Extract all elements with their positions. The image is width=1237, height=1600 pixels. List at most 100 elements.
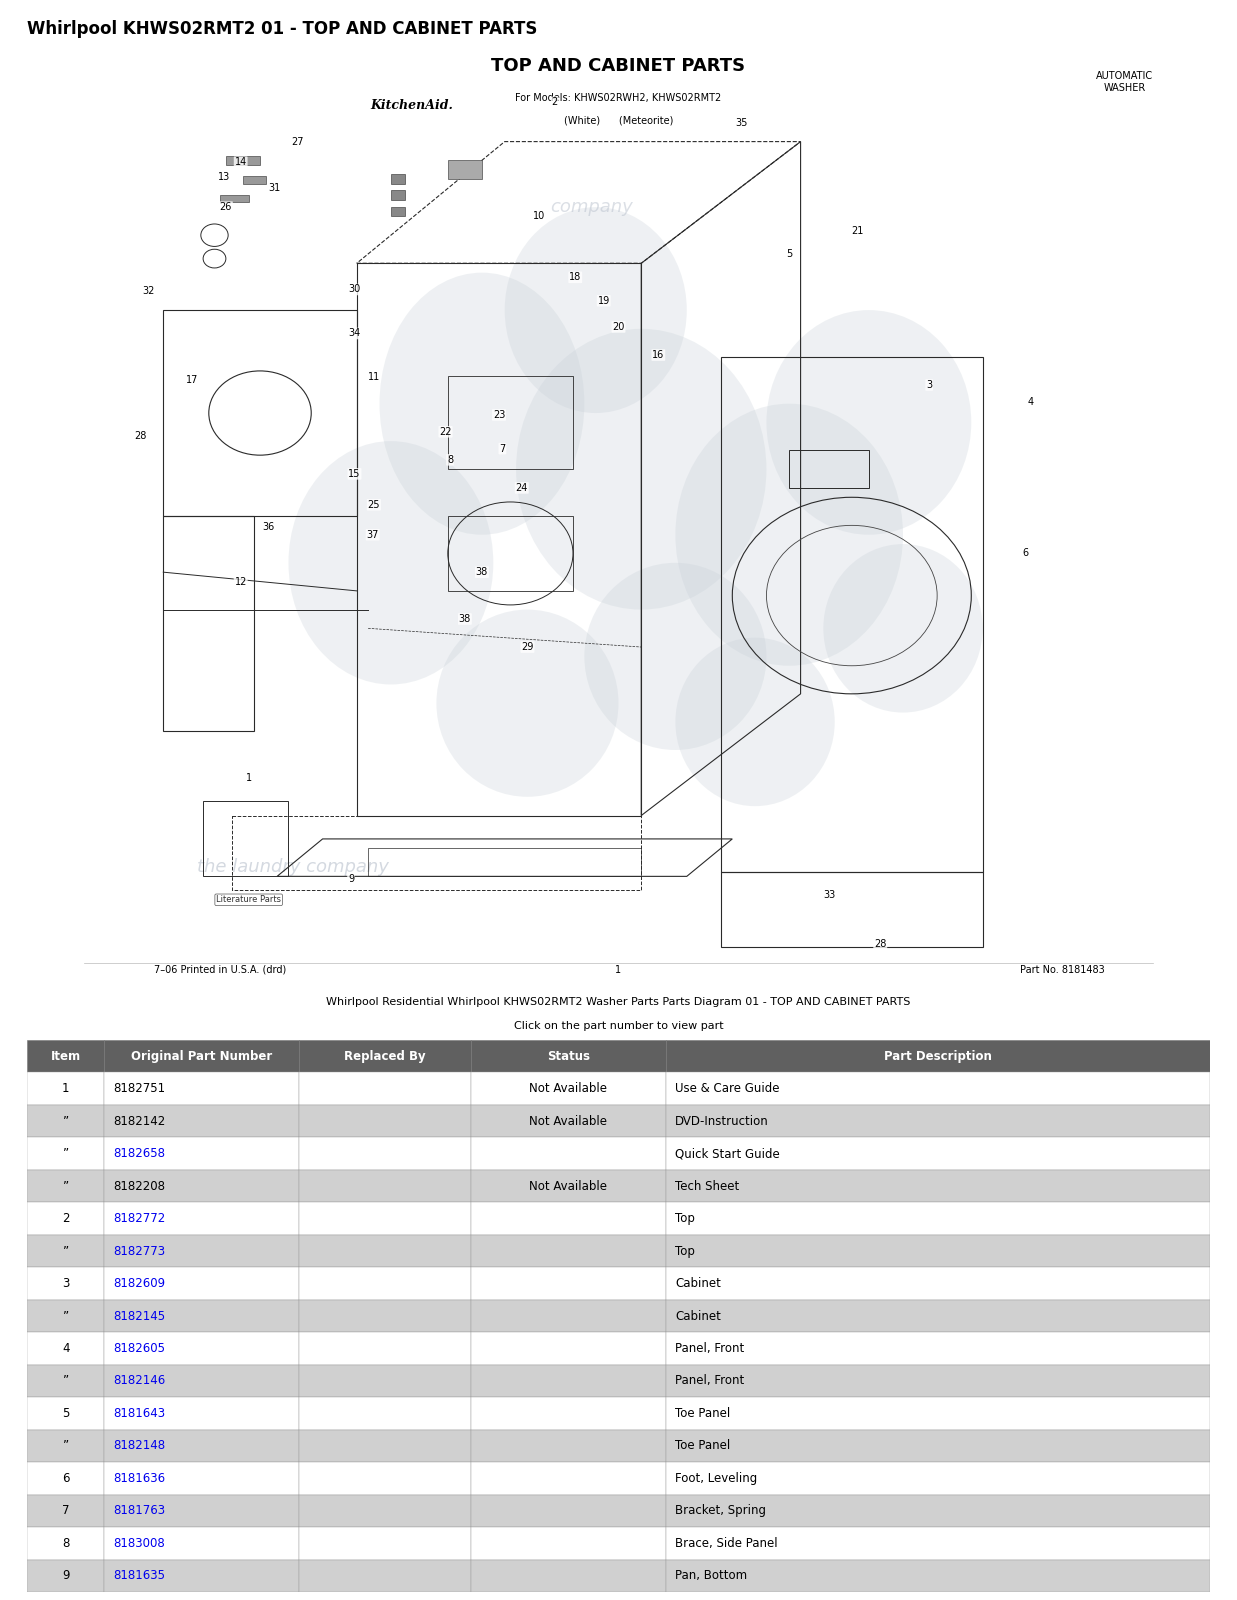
Bar <box>299 1299 470 1333</box>
Bar <box>666 1235 1210 1267</box>
Bar <box>104 1526 299 1560</box>
Bar <box>104 1560 299 1592</box>
Text: Not Available: Not Available <box>529 1179 607 1192</box>
Text: 9: 9 <box>62 1570 69 1582</box>
Bar <box>104 1202 299 1235</box>
Bar <box>666 1202 1210 1235</box>
Bar <box>104 1072 299 1106</box>
Bar <box>666 1299 1210 1333</box>
Text: 38: 38 <box>459 614 471 624</box>
Bar <box>666 1494 1210 1526</box>
Text: Use & Care Guide: Use & Care Guide <box>675 1082 779 1096</box>
Text: Not Available: Not Available <box>529 1082 607 1096</box>
Text: 8183008: 8183008 <box>114 1536 166 1550</box>
Text: 9: 9 <box>348 874 354 885</box>
Bar <box>27 1072 104 1106</box>
Bar <box>666 1170 1210 1202</box>
Bar <box>27 1267 104 1299</box>
Text: 21: 21 <box>851 226 863 235</box>
Bar <box>104 1299 299 1333</box>
Text: 28: 28 <box>875 939 887 949</box>
Bar <box>242 176 266 184</box>
Bar <box>470 1333 666 1365</box>
Text: 1: 1 <box>246 773 251 782</box>
Text: 7: 7 <box>500 443 506 454</box>
Bar <box>391 174 404 184</box>
Text: 5: 5 <box>785 250 793 259</box>
Bar <box>666 1526 1210 1560</box>
Text: 20: 20 <box>612 322 625 331</box>
Text: company: company <box>550 198 633 216</box>
Text: 26: 26 <box>220 202 233 213</box>
Text: Panel, Front: Panel, Front <box>675 1342 745 1355</box>
Text: 2: 2 <box>552 98 558 107</box>
Bar <box>299 1267 470 1299</box>
Text: KitchenAid.: KitchenAid. <box>371 99 454 112</box>
Text: Panel, Front: Panel, Front <box>675 1374 745 1387</box>
Text: 38: 38 <box>476 566 489 578</box>
Bar <box>27 1365 104 1397</box>
Bar <box>226 155 260 165</box>
Text: Bracket, Spring: Bracket, Spring <box>675 1504 766 1517</box>
Text: 8: 8 <box>447 454 453 466</box>
Bar <box>27 1430 104 1462</box>
Ellipse shape <box>516 328 767 610</box>
Bar <box>470 1170 666 1202</box>
Bar <box>104 1235 299 1267</box>
Bar <box>470 1560 666 1592</box>
Bar <box>666 1072 1210 1106</box>
Text: 32: 32 <box>142 286 155 296</box>
Text: 35: 35 <box>735 118 747 128</box>
Text: Replaced By: Replaced By <box>344 1050 426 1062</box>
Text: 18: 18 <box>569 272 581 282</box>
Bar <box>27 1202 104 1235</box>
Bar <box>666 1462 1210 1494</box>
Bar <box>299 1235 470 1267</box>
Bar <box>470 1494 666 1526</box>
Text: 8181636: 8181636 <box>114 1472 166 1485</box>
Text: 8181643: 8181643 <box>114 1406 166 1419</box>
Bar <box>470 1267 666 1299</box>
Text: 25: 25 <box>367 499 380 510</box>
Bar <box>299 1040 470 1072</box>
Text: Part Description: Part Description <box>884 1050 992 1062</box>
Text: Quick Start Guide: Quick Start Guide <box>675 1147 781 1160</box>
Bar <box>666 1040 1210 1072</box>
Text: 34: 34 <box>349 328 361 339</box>
Bar <box>299 1462 470 1494</box>
Bar <box>470 1072 666 1106</box>
Bar <box>220 195 249 203</box>
Bar <box>299 1397 470 1430</box>
Ellipse shape <box>584 563 767 750</box>
Text: 8182145: 8182145 <box>114 1309 166 1323</box>
Text: TOP AND CABINET PARTS: TOP AND CABINET PARTS <box>491 58 746 75</box>
Text: 15: 15 <box>349 469 361 478</box>
Bar <box>470 1299 666 1333</box>
Text: For Models: KHWS02RWH2, KHWS02RMT2: For Models: KHWS02RWH2, KHWS02RMT2 <box>516 93 721 102</box>
Text: ”: ” <box>63 1440 69 1453</box>
Text: 8182208: 8182208 <box>114 1179 166 1192</box>
Text: ”: ” <box>63 1179 69 1192</box>
Bar <box>104 1333 299 1365</box>
Bar <box>666 1430 1210 1462</box>
Bar <box>470 1106 666 1138</box>
Text: Pan, Bottom: Pan, Bottom <box>675 1570 747 1582</box>
Ellipse shape <box>767 310 971 534</box>
Bar <box>104 1170 299 1202</box>
Bar <box>27 1138 104 1170</box>
Text: 8182772: 8182772 <box>114 1213 166 1226</box>
Text: 24: 24 <box>516 483 528 493</box>
Text: 8182148: 8182148 <box>114 1440 166 1453</box>
Bar <box>470 1462 666 1494</box>
Bar <box>470 1397 666 1430</box>
Bar <box>27 1040 104 1072</box>
Bar <box>27 1494 104 1526</box>
Bar <box>27 1462 104 1494</box>
Bar <box>27 1397 104 1430</box>
Text: 8182751: 8182751 <box>114 1082 166 1096</box>
Bar <box>666 1397 1210 1430</box>
Text: 8182773: 8182773 <box>114 1245 166 1258</box>
Text: 4: 4 <box>1028 397 1034 406</box>
Text: 8182605: 8182605 <box>114 1342 166 1355</box>
Text: 8181763: 8181763 <box>114 1504 166 1517</box>
